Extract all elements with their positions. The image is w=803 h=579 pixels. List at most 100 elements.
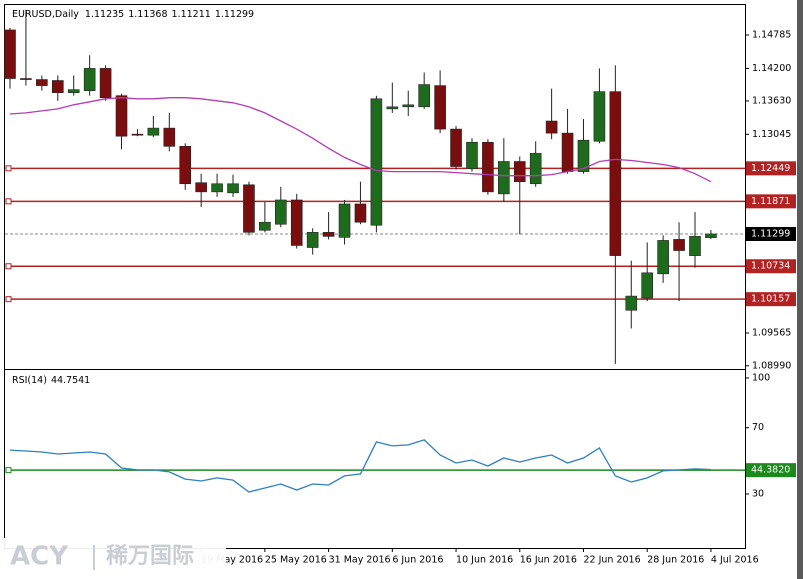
x-tick-label: 10 Jun 2016 [456,555,513,566]
level-anchor [5,467,12,474]
candle-body [434,85,446,130]
candle-body [498,161,510,195]
rsi-value: 44.7541 [51,375,90,386]
candle-body [83,68,96,91]
rsi-title: RSI(14) [12,375,47,386]
y-tick-label: 30 [752,488,764,499]
candle-body [243,184,255,233]
candle-body [20,78,32,80]
candle-body [625,295,638,311]
level-box [746,194,796,209]
candle-body [609,91,622,256]
candle-body [163,127,176,147]
y-tick-label: 1.08990 [752,360,791,371]
candle-body [195,182,207,193]
header-high: 1.11368 [128,9,167,20]
candle-body [641,272,654,299]
candle-body [36,79,48,86]
marks: 1.14785 1.14200 1.13630 1.13045 1.09565 1.089… [4,9,796,566]
x-tick-label: 31 May 2016 [329,555,391,566]
y-tick-label: 1.13630 [752,95,791,106]
series-line [9,439,711,493]
level-anchor [5,296,12,303]
candle-body [290,199,303,246]
candle-body [4,29,16,79]
x-tick-label: 19 May 2016 [201,555,263,566]
y-tick-label: 1.09565 [752,327,791,338]
candle-body [227,183,239,194]
candle-body [593,91,606,142]
x-tick-label: 6 Jun 2016 [392,555,443,566]
x-tick-label: 4 Jul 2016 [711,555,759,566]
level-label: 1.10734 [751,261,790,272]
level-box [746,292,796,307]
candle-body [577,139,590,172]
candle-body [131,133,144,136]
x-tick-label: 28 Jun 2016 [647,555,704,566]
candle-body [466,141,478,169]
candle-body [386,106,399,110]
level-box [746,161,796,176]
candle-body [322,232,335,237]
y-tick-label: 1.14785 [752,30,791,41]
candle-body [513,161,526,183]
candle-body [402,104,415,108]
header-open: 1.11235 [85,9,124,20]
candle-body [211,183,223,193]
x-tick-label: 16 Jun 2016 [520,555,577,566]
header-low: 1.11211 [172,9,211,20]
candle-body [450,128,462,167]
candle-body [370,98,383,226]
candle-body [657,240,669,275]
candle-body [51,80,64,93]
watermark-logo: ACY [10,542,69,572]
candle-body [306,232,319,248]
candle-body [115,95,128,137]
current-price-box [746,226,796,241]
level-anchor [5,165,12,172]
symbol: EURUSD,Daily [12,9,79,20]
level-label: 1.10157 [751,294,790,305]
chart-header: EURUSD,Daily 1.11235 1.11368 1.11211 1.11299 [12,9,254,20]
watermark: ACY 稀万国际 [0,538,226,579]
y-tick-label: 1.13045 [752,129,791,140]
current-price-label: 1.11299 [751,228,790,239]
level-label: 1.11871 [751,196,790,207]
candle-body [147,127,160,136]
candle-body [354,203,367,223]
candle-body [275,199,287,225]
level-box [746,259,796,274]
watermark-text: 稀万国际 [106,543,194,569]
level-anchor [5,263,12,270]
candle-body [418,84,430,108]
header-close: 1.11299 [215,9,254,20]
level-box [746,463,796,478]
candle-body [482,141,494,193]
y-tick-label: 70 [752,422,764,433]
candle-body [99,68,112,99]
candle-body [179,146,192,185]
candle-body [67,89,80,93]
window-edge [797,0,803,579]
level-anchor [5,198,12,205]
candle-body [673,239,685,251]
candle-body [705,233,717,238]
series-line [9,97,712,183]
candle-body [545,120,558,134]
y-tick-label: 1.14200 [752,63,791,74]
rsi-header: RSI(14) 44.7541 [12,375,90,386]
candle-body [259,221,271,231]
plot-frame [4,4,746,549]
y-tick-label: 100 [752,372,770,383]
level-label: 1.12449 [751,163,790,174]
x-tick-label: 25 May 2016 [265,555,327,566]
candle-body [529,153,542,185]
level-label: 44.3820 [751,465,790,476]
watermark-bg [0,538,226,579]
candle-body [561,132,574,172]
candle-body [338,203,351,238]
x-tick-label: 22 Jun 2016 [583,555,640,566]
candle-body [689,236,701,256]
